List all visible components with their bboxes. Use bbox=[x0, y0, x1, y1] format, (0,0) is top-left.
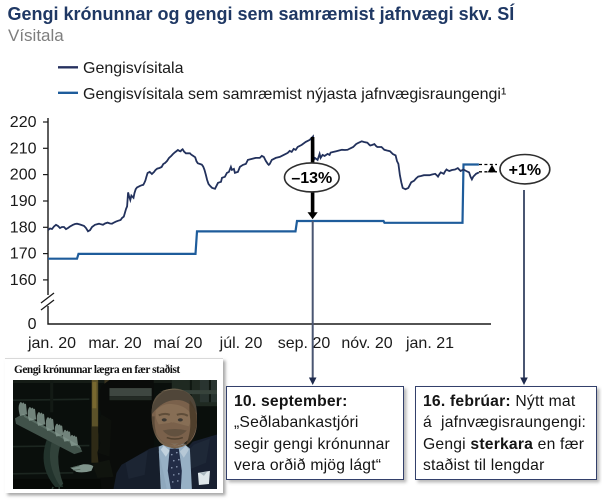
svg-text:mar. 20: mar. 20 bbox=[88, 335, 141, 352]
svg-text:nóv. 20: nóv. 20 bbox=[341, 335, 392, 352]
svg-text:210: 210 bbox=[10, 140, 37, 157]
svg-text:jan. 20: jan. 20 bbox=[27, 335, 76, 352]
svg-text:220: 220 bbox=[10, 114, 37, 131]
svg-text:190: 190 bbox=[10, 193, 37, 210]
svg-text:0: 0 bbox=[28, 316, 37, 333]
svg-text:180: 180 bbox=[10, 219, 37, 236]
svg-text:júl. 20: júl. 20 bbox=[219, 335, 263, 352]
svg-text:160: 160 bbox=[10, 272, 37, 289]
svg-text:jan. 21: jan. 21 bbox=[405, 335, 454, 352]
svg-text:200: 200 bbox=[10, 167, 37, 184]
svg-text:sep. 20: sep. 20 bbox=[278, 335, 331, 352]
svg-text:+1%: +1% bbox=[509, 162, 541, 179]
svg-text:maí 20: maí 20 bbox=[154, 335, 203, 352]
svg-text:170: 170 bbox=[10, 246, 37, 263]
svg-text:–13%: –13% bbox=[291, 170, 332, 187]
